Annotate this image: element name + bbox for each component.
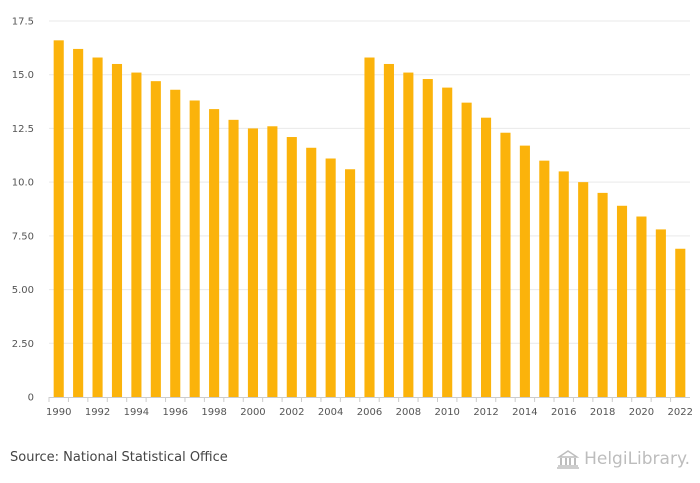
y-tick-label: 12.5 (12, 124, 34, 135)
x-tick-label: 2010 (434, 407, 459, 418)
x-tick-label: 2022 (668, 407, 693, 418)
bar-1996 (170, 89, 181, 398)
library-building-icon (556, 450, 580, 469)
bar-2008 (403, 72, 414, 398)
bar-2014 (519, 145, 530, 397)
bar-2009 (422, 79, 433, 398)
x-tick-label: 2014 (512, 407, 537, 418)
bar-2011 (461, 102, 472, 397)
bar-2017 (578, 182, 589, 397)
bar-1995 (150, 81, 161, 397)
bar-2022 (675, 248, 686, 397)
bar-1992 (92, 57, 103, 397)
bar-2001 (267, 126, 278, 397)
bar-2020 (636, 216, 647, 397)
y-tick-label: 15.0 (12, 70, 34, 81)
bar-1998 (209, 109, 220, 397)
bar-2000 (247, 128, 259, 397)
bar-2007 (383, 63, 394, 397)
bar-1991 (73, 48, 84, 397)
x-tick-label: 2008 (396, 407, 421, 418)
y-axis-ticks: 0 2.50 5.00 7.50 10.0 12.5 15.0 17.5 (12, 17, 34, 404)
x-tick-label: 1992 (85, 407, 110, 418)
bar-2018 (597, 192, 608, 397)
y-tick-label: 10.0 (12, 178, 34, 189)
bar-series (53, 40, 686, 398)
bar-1993 (111, 63, 123, 397)
bar-1990 (53, 40, 64, 397)
bar-2002 (286, 137, 297, 397)
bar-2003 (306, 147, 317, 397)
source-note: Source: National Statistical Office (10, 450, 228, 465)
y-tick-label: 2.50 (12, 339, 34, 350)
x-tick-label: 2016 (551, 407, 576, 418)
bar-2005 (345, 169, 356, 397)
x-tick-label: 1994 (124, 407, 149, 418)
x-tick-label: 2020 (629, 407, 654, 418)
bar-2015 (539, 160, 550, 397)
x-tick-label: 2002 (279, 407, 304, 418)
brand-logo: HelgiLibrary. (556, 449, 690, 469)
bar-2016 (558, 171, 569, 397)
brand-name: HelgiLibrary. (584, 449, 690, 469)
x-tick-label: 2000 (240, 407, 265, 418)
y-tick-label: 7.50 (12, 231, 34, 242)
bar-2012 (480, 117, 492, 397)
y-tick-label: 17.5 (12, 17, 34, 28)
bar-2019 (616, 205, 628, 397)
bar-2021 (655, 229, 666, 397)
bar-2006 (364, 57, 375, 397)
x-tick-label: 1996 (163, 407, 188, 418)
bar-2013 (500, 132, 511, 397)
bar-2004 (325, 158, 336, 397)
bar-2010 (442, 87, 453, 397)
bar-1999 (228, 119, 239, 397)
x-tick-label: 2018 (590, 407, 615, 418)
x-axis-ticks: 1990 1992 1994 1996 1998 2000 2002 2004 2006 2008… (46, 397, 693, 418)
bar-1994 (131, 72, 142, 398)
x-tick-label: 1998 (201, 407, 226, 418)
x-tick-label: 1990 (46, 407, 71, 418)
y-tick-label: 5.00 (12, 285, 34, 296)
x-tick-label: 2006 (357, 407, 382, 418)
x-tick-label: 2004 (318, 407, 343, 418)
y-tick-label: 0 (28, 393, 34, 404)
x-tick-label: 2012 (473, 407, 498, 418)
bar-1997 (189, 100, 200, 398)
